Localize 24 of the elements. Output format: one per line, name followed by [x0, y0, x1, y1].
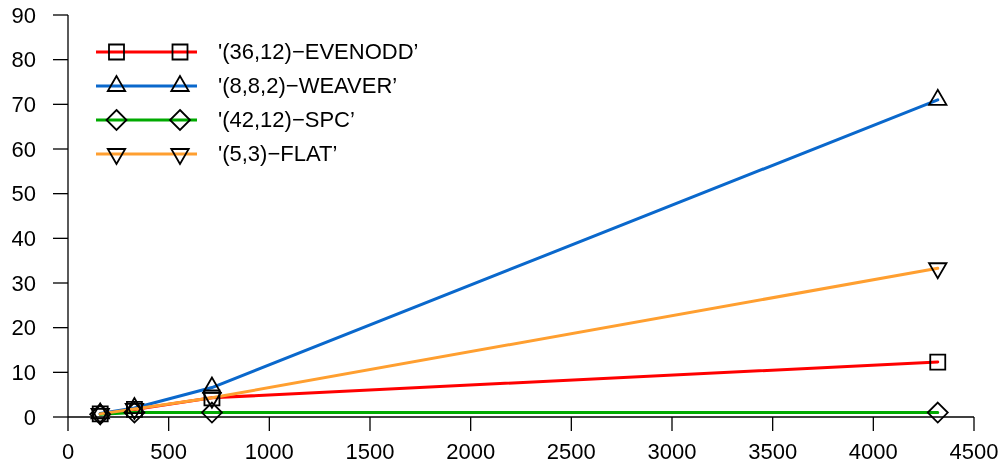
- y-tick-label: 90: [11, 2, 36, 28]
- x-tick-label: 2500: [546, 438, 596, 464]
- x-tick-label: 0: [61, 438, 75, 464]
- y-tick-label: 50: [11, 181, 36, 207]
- legend-label: '(8,8,2)−WEAVER’: [218, 73, 398, 99]
- x-tick-label: 3500: [748, 438, 798, 464]
- x-tick-label: 2000: [446, 438, 496, 464]
- y-tick-label: 20: [11, 315, 36, 341]
- y-tick-label: 0: [23, 404, 36, 430]
- y-tick-label: 80: [11, 47, 36, 73]
- legend-label: '(36,12)−EVENODD’: [218, 39, 419, 65]
- x-tick-label: 1500: [345, 438, 395, 464]
- legend-label: '(42,12)−SPC’: [218, 107, 355, 133]
- y-tick-label: 40: [11, 226, 36, 252]
- x-tick-label: 1000: [244, 438, 294, 464]
- legend-label: '(5,3)−FLAT’: [218, 141, 338, 167]
- y-tick-label: 60: [11, 136, 36, 162]
- y-tick-label: 30: [11, 270, 36, 296]
- x-tick-label: 3000: [647, 438, 697, 464]
- x-tick-label: 500: [150, 438, 188, 464]
- y-tick-label: 10: [11, 360, 36, 386]
- x-tick-label: 4000: [848, 438, 898, 464]
- y-tick-label: 70: [11, 92, 36, 118]
- x-tick-label: 4500: [949, 438, 999, 464]
